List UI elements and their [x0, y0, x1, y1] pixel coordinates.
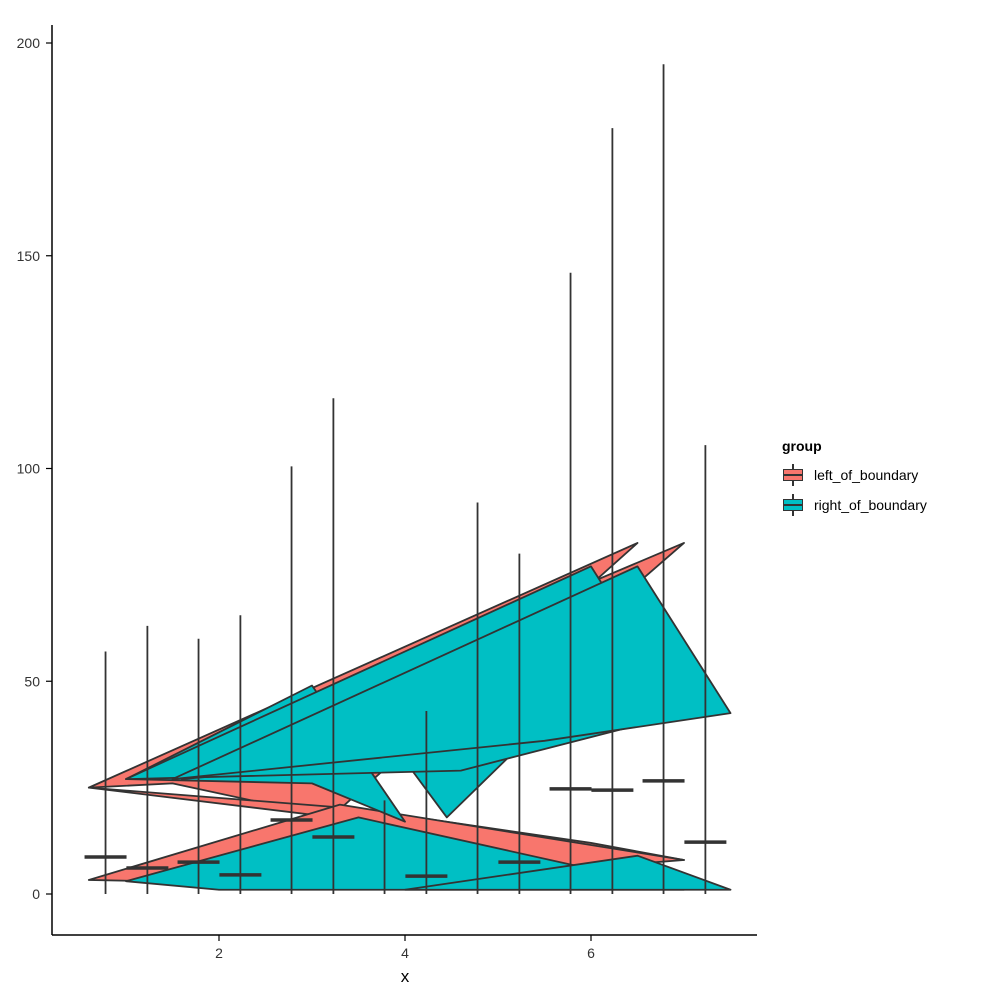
medians: [84, 779, 727, 878]
y-tick-label: 50: [24, 673, 40, 689]
y-tick-label: 200: [17, 35, 41, 51]
legend-label-left: left_of_boundary: [814, 467, 919, 483]
legend-item-left: left_of_boundary: [782, 460, 927, 490]
x-axis-label: x: [401, 967, 410, 986]
legend-label-right: right_of_boundary: [814, 497, 927, 513]
x-tick-label: 2: [215, 945, 223, 961]
legend-key-right: [782, 494, 804, 516]
box-polygon-7: [171, 565, 732, 781]
y-tick-label: 0: [32, 886, 40, 902]
x-tick-label: 4: [401, 945, 409, 961]
legend-item-right: right_of_boundary: [782, 490, 927, 520]
box-polygon-9: [404, 854, 732, 891]
legend-key-left: [782, 464, 804, 486]
legend: group left_of_boundary right_of_boundary: [782, 438, 927, 520]
x-ticks: 2 4 6: [215, 935, 595, 961]
y-ticks: 0 50 100 150 200: [17, 35, 52, 902]
x-tick-label: 6: [587, 945, 595, 961]
y-tick-label: 150: [17, 248, 41, 264]
y-tick-label: 100: [17, 461, 41, 477]
box-polygons: [87, 542, 732, 891]
legend-title: group: [782, 438, 822, 454]
